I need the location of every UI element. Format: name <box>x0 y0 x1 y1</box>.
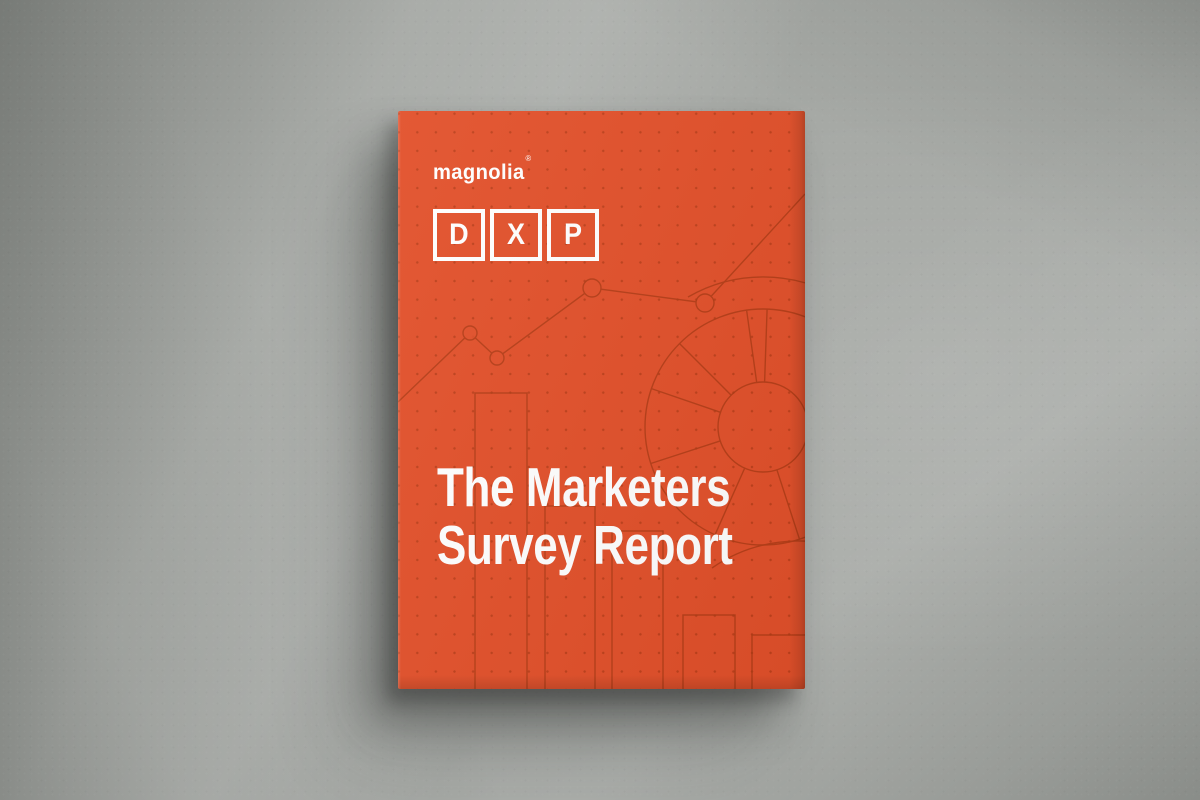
dxp-badge: D X P <box>433 209 599 261</box>
brand-logo: magnolia® <box>433 154 531 185</box>
dot-grid-pattern <box>398 111 805 689</box>
cover-title-line-1: The Marketers <box>437 456 731 518</box>
cover-title: The Marketers Survey Report <box>437 458 733 574</box>
dxp-letter-d: D <box>449 218 469 251</box>
line-chart-graphic <box>398 193 805 403</box>
dxp-letter-p: P <box>563 218 582 251</box>
dxp-letter-box-p: P <box>547 209 599 261</box>
charts-graphic <box>398 193 805 689</box>
registered-mark-icon: ® <box>525 154 532 163</box>
donut-chart-graphic <box>644 276 805 569</box>
brand-wordmark: magnolia <box>433 161 525 184</box>
dxp-letter-box-x: X <box>490 209 542 261</box>
bar-chart-graphic <box>474 392 805 689</box>
cover-title-line-2: Survey Report <box>437 514 733 576</box>
report-cover: magnolia® D X P The Marketers Survey Rep… <box>398 111 805 689</box>
dxp-letter-box-d: D <box>433 209 485 261</box>
dxp-letter-x: X <box>506 218 525 251</box>
